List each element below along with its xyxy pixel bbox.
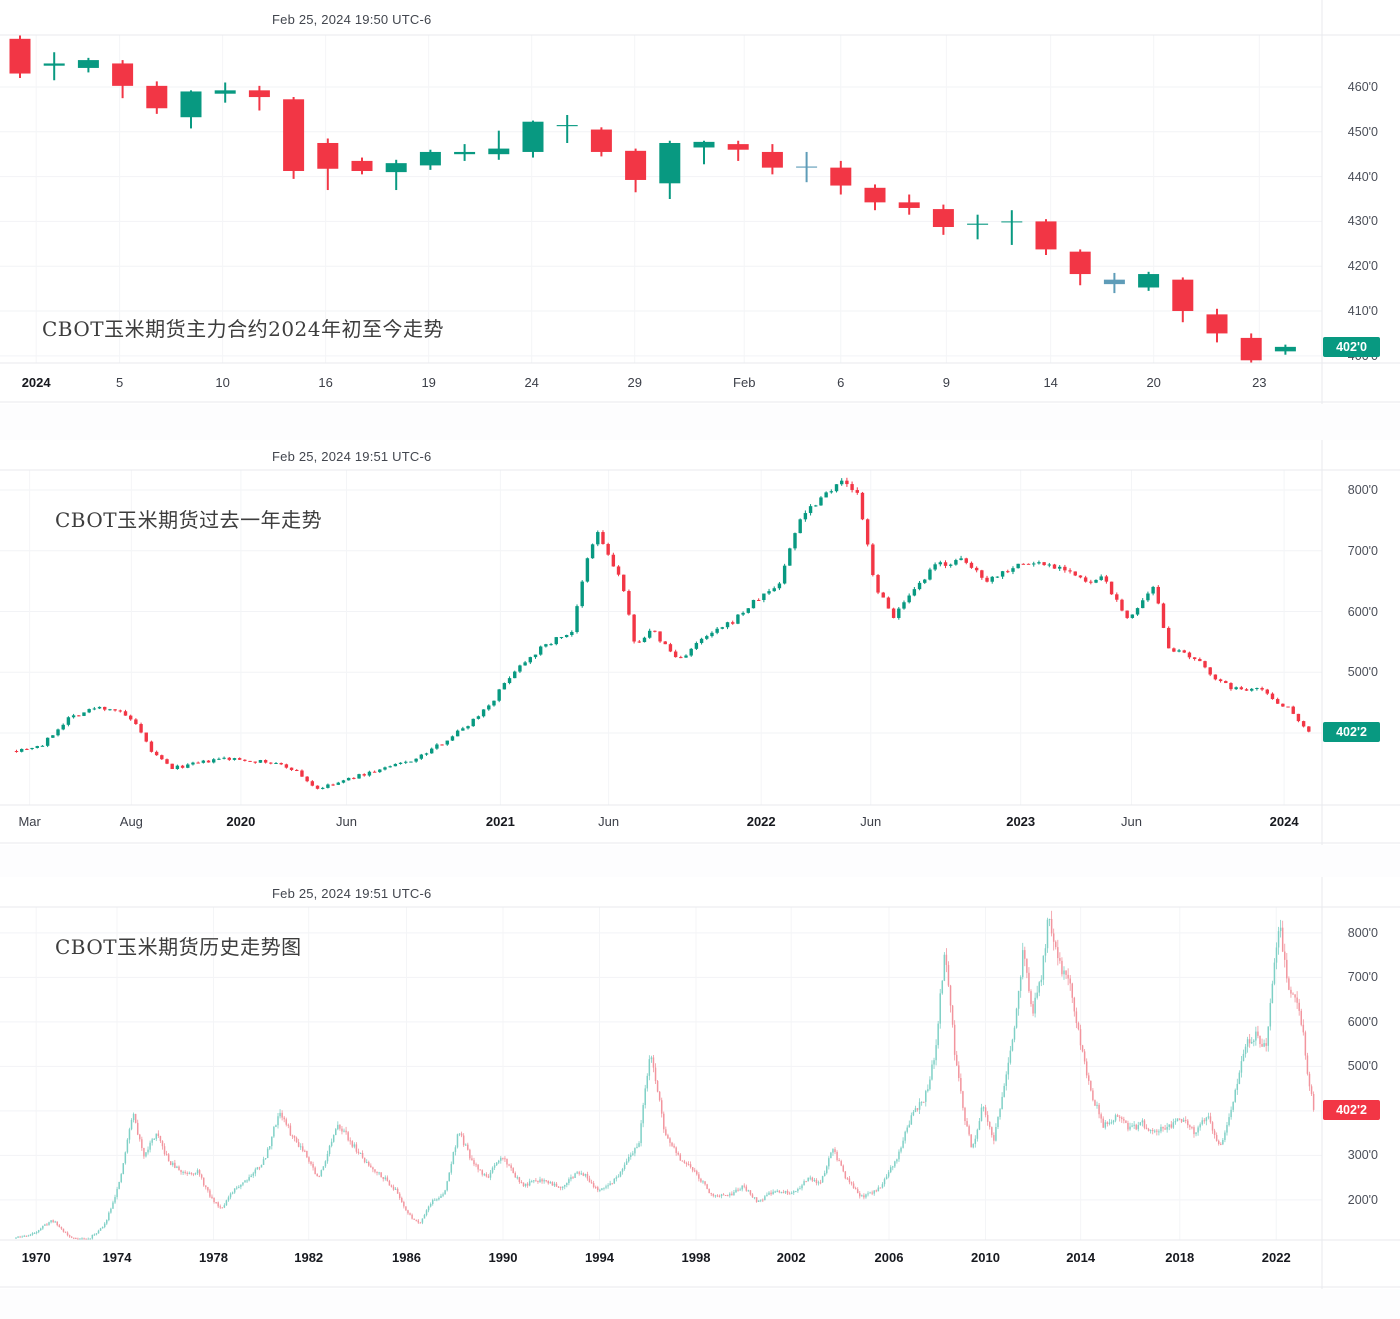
time-axis[interactable]: Mar Aug 2020 Jun 2021 Jun 2022 Jun 2023 Jun 2024	[0, 805, 1400, 845]
y-tick-label: 500'0	[1347, 1059, 1378, 1074]
last-price-badge: 402'2	[1323, 721, 1380, 742]
y-tick-label: 430'0	[1347, 214, 1378, 229]
y-tick-label: 600'0	[1347, 1014, 1378, 1029]
chart-title: CBOT玉米期货主力合约2024年初至今走势	[42, 317, 445, 341]
candlestick-plot-daily[interactable]	[0, 0, 1400, 404]
y-tick-label: 200'0	[1347, 1192, 1378, 1207]
chart-title: CBOT玉米期货过去一年走势	[55, 508, 323, 532]
chart-timestamp: Feb 25, 2024 19:51 UTC-6	[272, 886, 432, 901]
y-tick-label: 500'0	[1347, 665, 1378, 680]
x-tick-label: 2021	[485, 814, 515, 829]
y-tick-label: 420'0	[1347, 259, 1378, 274]
x-tick-label: 2020	[226, 814, 256, 829]
chart-panel-2024-ytd: Feb 25, 2024 19:50 UTC-6 CBOT玉米期货主力合约202…	[0, 0, 1400, 404]
chart-timestamp: Feb 25, 2024 19:51 UTC-6	[272, 449, 432, 464]
x-tick-label: 20	[1146, 375, 1161, 390]
x-tick-label: 1974	[102, 1250, 132, 1265]
x-tick-label: 2002	[776, 1250, 806, 1265]
x-tick-label: 23	[1252, 375, 1267, 390]
candlestick-plot-weekly[interactable]	[0, 440, 1400, 845]
chart-title: CBOT玉米期货历史走势图	[55, 935, 302, 959]
chart-timestamp: Feb 25, 2024 19:50 UTC-6	[272, 12, 432, 27]
y-tick-label: 460'0	[1347, 79, 1378, 94]
x-tick-label: 10	[215, 375, 230, 390]
x-tick-label: 19	[421, 375, 436, 390]
x-tick-label: 2024	[1269, 814, 1299, 829]
y-tick-label: 300'0	[1347, 1148, 1378, 1163]
x-tick-label: Mar	[18, 814, 41, 829]
x-tick-label: 2024	[21, 375, 51, 390]
x-tick-label: 1970	[21, 1250, 51, 1265]
x-tick-label: 29	[627, 375, 642, 390]
x-tick-label: 2022	[746, 814, 776, 829]
last-price-badge: 402'0	[1323, 336, 1380, 357]
time-axis[interactable]: 2024 5 10 16 19 24 29 Feb 6 9 14 20 23	[0, 363, 1400, 404]
y-tick-label: 800'0	[1347, 925, 1378, 940]
x-tick-label: Jun	[336, 814, 357, 829]
x-tick-label: 1998	[681, 1250, 711, 1265]
y-tick-label: 800'0	[1347, 483, 1378, 498]
x-tick-label: 6	[837, 375, 845, 390]
x-tick-label: 9	[942, 375, 950, 390]
x-tick-label: 2010	[971, 1250, 1000, 1265]
x-tick-label: 2018	[1165, 1250, 1195, 1265]
x-tick-label: 1990	[488, 1250, 518, 1265]
x-tick-label: 2014	[1066, 1250, 1096, 1265]
x-tick-label: 2023	[1006, 814, 1036, 829]
y-tick-label: 700'0	[1347, 970, 1378, 985]
chart-panel-history: Feb 25, 2024 19:51 UTC-6 CBOT玉米期货历史走势图 8…	[0, 877, 1400, 1289]
x-tick-label: Jun	[1121, 814, 1142, 829]
y-tick-label: 440'0	[1347, 169, 1378, 184]
x-tick-label: Jun	[860, 814, 882, 829]
x-tick-label: 24	[524, 375, 539, 390]
x-tick-label: 1986	[392, 1250, 421, 1265]
y-tick-label: 600'0	[1347, 604, 1378, 619]
x-tick-label: 1978	[199, 1250, 228, 1265]
x-tick-label: 16	[318, 375, 333, 390]
x-tick-label: Jun	[598, 814, 620, 829]
x-tick-label: 14	[1043, 375, 1058, 390]
x-tick-label: Aug	[119, 814, 143, 829]
x-tick-label: Feb	[733, 375, 756, 390]
last-price-badge: 402'2	[1323, 1099, 1380, 1120]
y-tick-label: 450'0	[1347, 124, 1378, 139]
y-tick-label: 700'0	[1347, 543, 1378, 558]
time-axis[interactable]: 1970 1974 1978 1982 1986 1990 1994 1998 2002 2006…	[0, 1240, 1400, 1289]
x-tick-label: 1994	[585, 1250, 614, 1265]
x-tick-label: 2006	[874, 1250, 904, 1265]
candlestick-plot-monthly[interactable]	[0, 877, 1400, 1289]
x-tick-label: 5	[115, 375, 124, 390]
x-tick-label: 2022	[1261, 1250, 1291, 1265]
chart-panel-one-year: Feb 25, 2024 19:51 UTC-6 CBOT玉米期货过去一年走势 …	[0, 440, 1400, 845]
y-tick-label: 410'0	[1347, 304, 1378, 319]
x-tick-label: 1982	[294, 1250, 324, 1265]
